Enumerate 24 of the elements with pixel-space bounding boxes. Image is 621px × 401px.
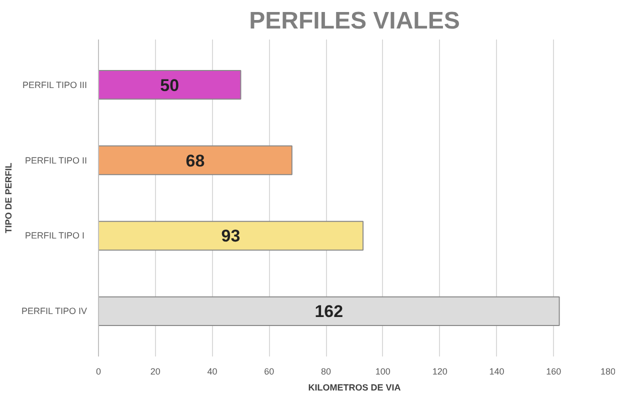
- y-tick-label: PERFIL TIPO I: [24, 230, 85, 241]
- x-tick-label: 140: [489, 366, 504, 376]
- bar: [98, 220, 364, 251]
- y-tick-label: PERFIL TIPO IV: [21, 306, 88, 316]
- x-tick-label: 0: [96, 366, 102, 376]
- y-tick-label: PERFIL TIPO III: [22, 80, 88, 90]
- x-tick-label: 60: [264, 366, 274, 376]
- x-tick-label: 180: [600, 366, 616, 376]
- data-label: 162: [314, 302, 344, 322]
- x-tick-label: 40: [207, 366, 218, 376]
- data-label: 93: [221, 226, 240, 246]
- y-axis-title: TIPO DE PERFIL: [3, 162, 14, 234]
- bar: [98, 145, 292, 176]
- x-tick-label: 120: [432, 366, 448, 376]
- x-tick-label: 80: [321, 366, 332, 376]
- data-label: 68: [186, 151, 205, 170]
- x-tick-label: 100: [375, 366, 390, 376]
- x-tick-label: 160: [546, 366, 562, 376]
- data-label: 50: [160, 76, 180, 95]
- y-tick-label: PERFIL TIPO II: [24, 155, 88, 166]
- chart-title: PERFILES VIALES: [249, 8, 460, 34]
- x-tick-label: 20: [150, 366, 160, 376]
- bar: [98, 70, 242, 100]
- x-axis-title: KILOMETROS DE VIA: [308, 382, 402, 392]
